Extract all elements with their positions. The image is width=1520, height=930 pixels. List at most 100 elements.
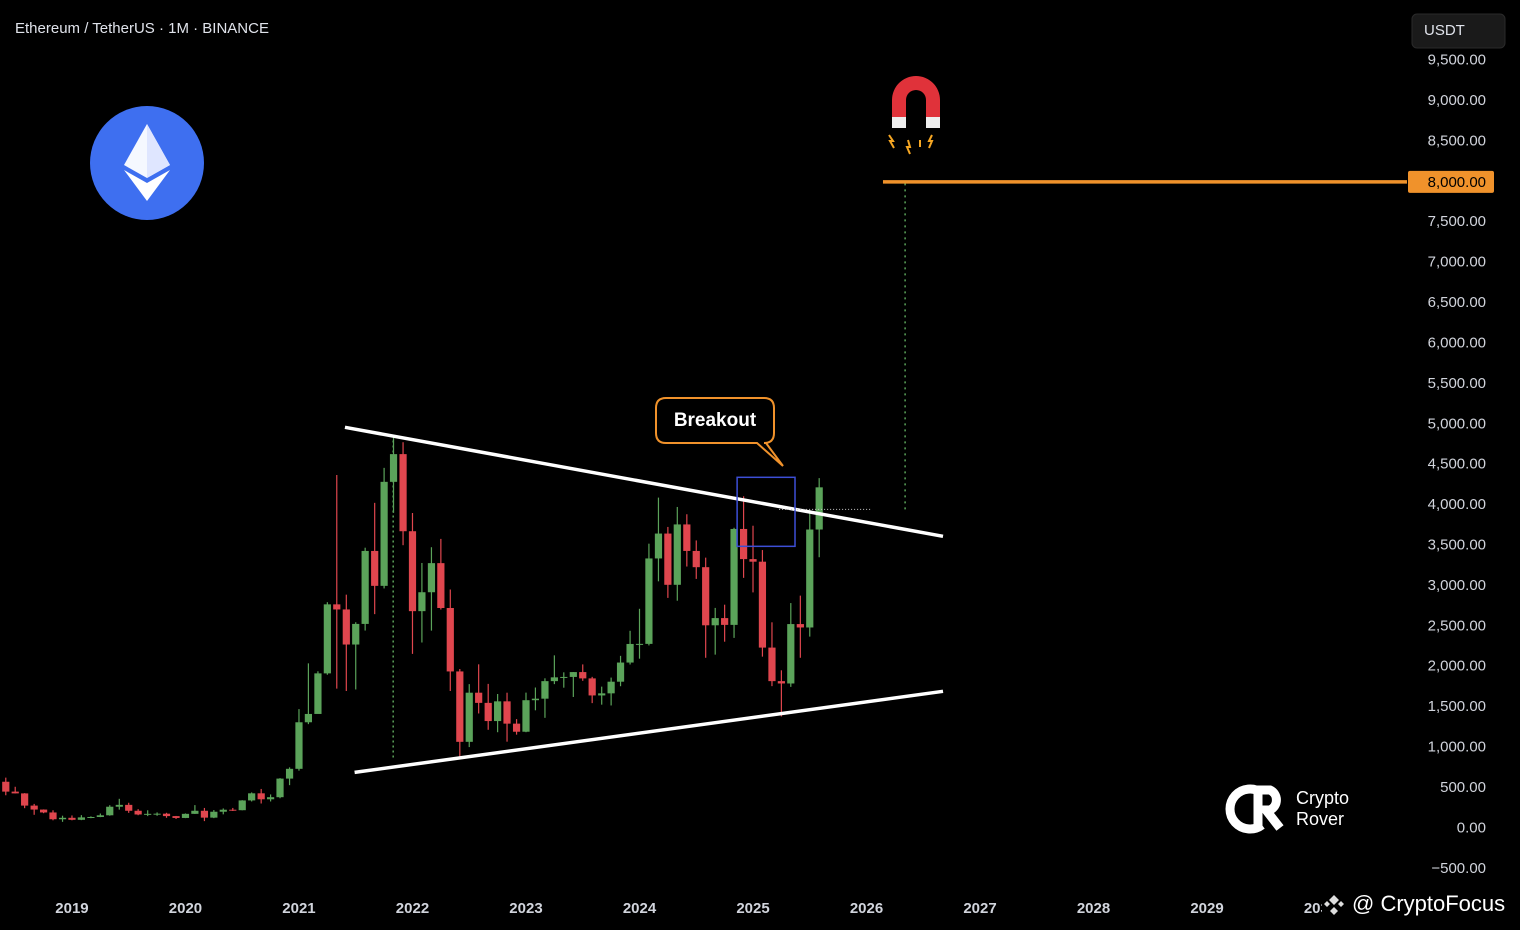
candle-body [654,533,663,559]
brand-line: Rover [1296,809,1344,829]
candle-body [768,647,776,682]
y-tick-label: 5,000.00 [1428,415,1486,432]
y-tick-label: −500.00 [1431,860,1486,877]
candle-body [787,624,795,684]
candle-body [560,676,568,678]
candle-body [371,550,379,586]
candle-body [361,550,369,624]
y-tick-label: 4,500.00 [1428,456,1486,473]
brand-logo: Crypto Rover [1225,784,1349,834]
candle-body [683,524,691,551]
target-label-bg [1408,170,1494,193]
y-tick-label: 1,000.00 [1428,739,1486,756]
x-tick-label: 2022 [396,900,429,917]
candle-body [267,797,275,800]
brand-line: Crypto [1296,788,1349,808]
candle-body [437,563,445,608]
candle-body [87,816,95,818]
x-tick-label: 2029 [1190,900,1223,917]
candle-body [30,805,38,810]
candle-body [645,558,653,644]
y-tick-label: 4,000.00 [1428,496,1486,513]
candle-body [21,793,29,806]
candle-body [389,454,398,482]
candle-body [465,692,473,742]
candle-body [503,701,511,724]
candle-body [758,561,767,648]
candle-body [333,604,341,610]
magnet-icon [888,76,940,155]
candle-body [494,701,502,722]
candle-body [229,809,237,811]
y-tick-label: 9,000.00 [1428,92,1486,109]
plot-area: −500.00 0.00 500.00 1,000.00 1,500.00 2,000.0… [2,52,1494,917]
candle-body [162,813,171,817]
candle-body [314,673,322,714]
candle-body [550,677,558,682]
x-tick-label: 2023 [509,900,542,917]
candle-body [399,454,407,532]
x-tick-label: 2019 [55,900,88,917]
candle-body [49,812,57,820]
candle-body [739,528,748,560]
candle-body [730,528,738,625]
candle-body [427,563,436,593]
candle-body [115,804,123,807]
candle-body [295,722,303,769]
candle-body [635,643,644,645]
y-tick-label: 3,500.00 [1428,536,1486,553]
candle-body [796,624,804,628]
candle-body [569,672,577,677]
y-tick-label: 7,000.00 [1428,254,1486,271]
candle-body [588,678,596,696]
candle-body [579,672,587,679]
candle-body [191,810,199,814]
candle-body [777,681,785,684]
y-tick-label: 6,500.00 [1428,294,1486,311]
candle-body [342,609,350,645]
candle-body [616,662,625,682]
callout: Breakout [655,397,784,467]
candle-body [304,713,312,723]
y-tick-label: 500.00 [1440,779,1486,796]
candle-body [125,804,133,811]
candle-body [144,813,152,815]
y-tick-label: 3,000.00 [1428,577,1486,594]
candle-body [692,550,700,568]
candle-body [711,618,719,626]
x-tick-label: 2028 [1077,900,1110,917]
candle-body [607,681,615,694]
candle-body [2,781,10,792]
chart-title: Ethereum / TetherUS · 1M · BINANCE [15,20,269,37]
candle-body [106,806,114,816]
candle-body [172,816,180,818]
currency: USDT [1424,22,1465,39]
candle-body [77,817,85,820]
y-tick-label: 2,500.00 [1428,617,1486,634]
watermark-text: @ CryptoFocus [1352,891,1505,916]
candle-body [96,815,104,817]
candle-body [446,607,454,672]
y-tick-label: 5,500.00 [1428,375,1486,392]
trendline [344,425,944,539]
candle-body [11,791,19,794]
x-tick-label: 2020 [169,900,202,917]
watermark: @ CryptoFocus [1322,891,1520,922]
candle-body [285,768,294,779]
candle-body [456,671,464,742]
x-tick-label: 2024 [623,900,657,917]
target-label: 8,000.00 [1428,174,1486,191]
candle-body [673,524,681,585]
candle-body [418,592,426,612]
candle-body [238,800,246,811]
candle-body [219,809,227,812]
currency-box[interactable] [1411,13,1506,49]
candle-body [380,481,388,586]
candle-body [352,623,360,645]
callout-text: Breakout [674,410,757,431]
candle-body [39,809,48,813]
y-tick-label: 1,500.00 [1428,698,1486,715]
y-tick-label: 6,000.00 [1428,334,1486,351]
candle-body [248,793,256,801]
